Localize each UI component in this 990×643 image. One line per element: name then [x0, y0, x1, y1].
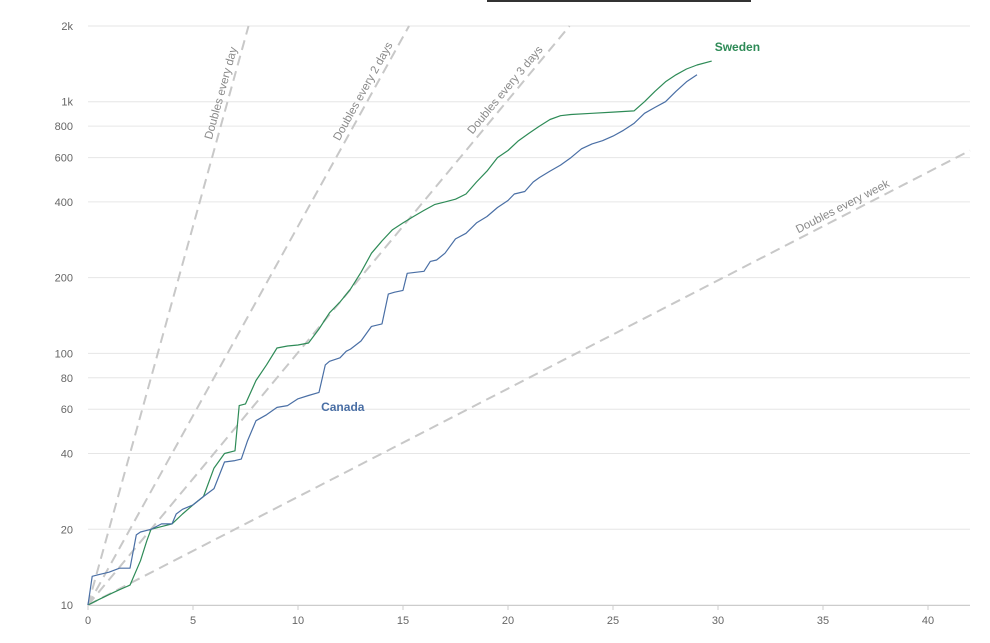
y-tick-label: 80 — [61, 373, 73, 385]
x-tick-label: 35 — [817, 615, 829, 627]
y-tick-label: 600 — [55, 153, 73, 165]
series-lines: Sweden Canada — [87, 40, 760, 606]
x-tick-label: 5 — [190, 615, 196, 627]
reference-line-label: Doubles every 2 days — [331, 40, 395, 143]
y-tick-label: 400 — [55, 197, 73, 209]
top-scroll-bar — [487, 0, 751, 2]
reference-lines: Doubles every day Doubles every 2 days Dou… — [87, 25, 971, 606]
y-tick-label: 60 — [61, 404, 73, 416]
x-tick-label: 40 — [922, 615, 934, 627]
y-tick-label: 200 — [55, 273, 73, 285]
y-tick-label: 20 — [61, 524, 73, 536]
y-tick-label: 1k — [61, 97, 73, 109]
y-tick-label: 40 — [61, 449, 73, 461]
series-line-canada — [87, 74, 698, 606]
y-tick-label: 800 — [55, 121, 73, 133]
y-tick-label: 10 — [61, 600, 73, 612]
reference-line — [87, 149, 971, 606]
reference-line — [87, 25, 410, 606]
y-tick-label: 100 — [55, 348, 73, 360]
series-label-sweden: Sweden — [715, 40, 760, 54]
series-line-sweden — [87, 60, 712, 606]
reference-line-label: Doubles every week — [794, 178, 892, 236]
series-label-canada: Canada — [321, 400, 365, 414]
reference-line — [87, 25, 250, 606]
x-tick-label: 20 — [502, 615, 514, 627]
x-tick-label: 25 — [607, 615, 619, 627]
x-tick-label: 0 — [85, 615, 91, 627]
reference-line-label: Doubles every 3 days — [466, 44, 546, 137]
reference-line — [87, 25, 571, 606]
x-tick-label: 30 — [712, 615, 724, 627]
y-tick-label: 2k — [61, 21, 73, 33]
axes: 10 20 40 60 80 100 200 400 600 800 1k 2k 0 5 10 15 20 25 3… — [55, 21, 970, 627]
x-tick-label: 10 — [292, 615, 304, 627]
x-tick-label: 15 — [397, 615, 409, 627]
